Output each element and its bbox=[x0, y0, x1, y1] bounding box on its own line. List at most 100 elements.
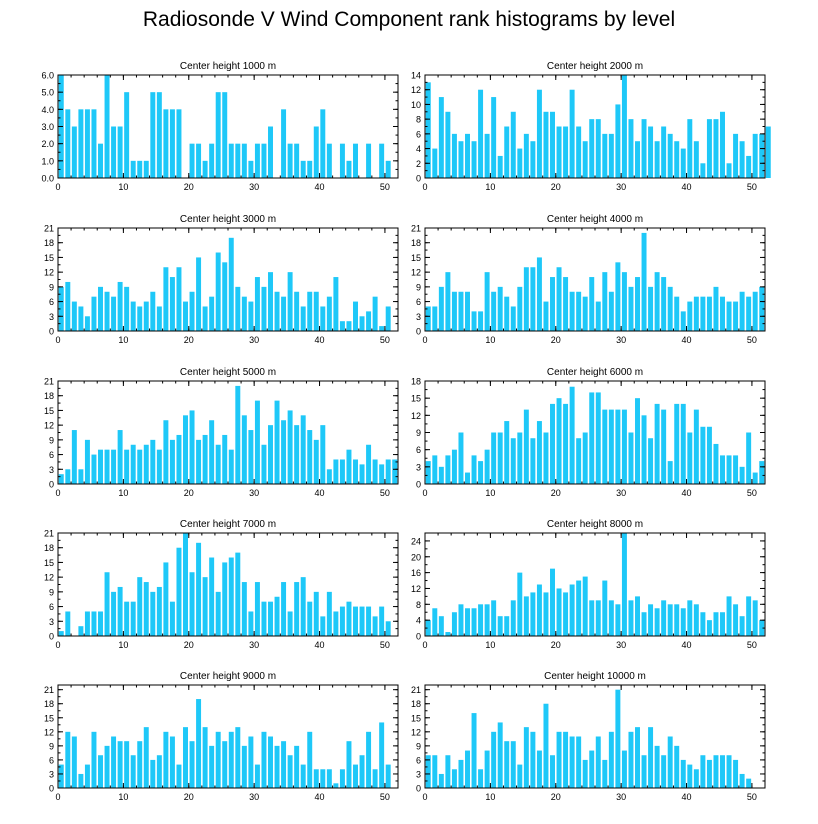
histogram-bar bbox=[602, 272, 608, 331]
histogram-bar bbox=[576, 126, 582, 178]
x-tick-label: 20 bbox=[551, 488, 561, 498]
x-tick-label: 10 bbox=[118, 792, 128, 802]
histogram-bar bbox=[563, 731, 569, 788]
histogram-bar bbox=[274, 745, 280, 788]
histogram-bar bbox=[84, 316, 90, 331]
histogram-bar bbox=[641, 612, 647, 636]
histogram-bar bbox=[713, 755, 719, 788]
histogram-bar bbox=[595, 119, 601, 178]
histogram-bar bbox=[556, 126, 562, 178]
histogram-bar bbox=[183, 301, 188, 331]
histogram-bar bbox=[608, 731, 614, 788]
x-tick-label: 40 bbox=[315, 640, 325, 650]
histogram-bar bbox=[104, 572, 110, 636]
histogram-bar bbox=[543, 703, 549, 788]
histogram-bar bbox=[156, 92, 162, 178]
histogram-bar bbox=[478, 461, 484, 484]
y-tick-label: 9 bbox=[416, 741, 421, 751]
x-tick-label: 50 bbox=[747, 792, 757, 802]
histogram-bar bbox=[615, 604, 621, 636]
histogram-bar bbox=[313, 591, 319, 636]
histogram-bar bbox=[78, 626, 84, 636]
histogram-bar bbox=[484, 272, 490, 331]
x-tick-label: 30 bbox=[249, 182, 259, 192]
histogram-bar bbox=[720, 111, 725, 178]
histogram-panel: Center height 8000 m 0 4 8 12 16 20 24 0 10 20 30 40… bbox=[411, 519, 766, 650]
histogram-bar bbox=[550, 277, 555, 331]
histogram-bar bbox=[261, 444, 267, 484]
histogram-bar bbox=[595, 736, 601, 788]
histogram-bar bbox=[300, 577, 306, 636]
histogram-bar bbox=[674, 296, 680, 331]
histogram-bar bbox=[550, 403, 555, 484]
y-tick-label: 8 bbox=[416, 600, 421, 610]
histogram-bar bbox=[667, 286, 673, 331]
y-tick-label: 6 bbox=[416, 129, 421, 139]
histogram-bar bbox=[648, 727, 654, 788]
histogram-bar bbox=[752, 133, 758, 178]
histogram-bar bbox=[569, 584, 575, 636]
histogram-bar bbox=[117, 430, 123, 484]
histogram-bar bbox=[563, 277, 569, 331]
histogram-bar bbox=[189, 410, 195, 484]
histogram-bar bbox=[143, 444, 149, 484]
histogram-bar bbox=[137, 449, 143, 484]
histogram-bar bbox=[326, 591, 332, 636]
histogram-bar bbox=[202, 577, 208, 636]
histogram-bar bbox=[438, 773, 444, 788]
histogram-bar bbox=[576, 291, 582, 331]
histogram-bar bbox=[137, 741, 143, 788]
x-tick-label: 30 bbox=[249, 488, 259, 498]
y-tick-label: 18 bbox=[44, 543, 54, 553]
histogram-bar bbox=[241, 296, 247, 331]
histogram-bar bbox=[628, 600, 634, 636]
x-tick-label: 40 bbox=[315, 335, 325, 345]
histogram-bar bbox=[248, 301, 254, 331]
histogram-bar bbox=[739, 466, 745, 484]
histogram-bar bbox=[641, 232, 647, 331]
histogram-bar bbox=[254, 143, 260, 178]
histogram-bar bbox=[307, 430, 313, 484]
y-tick-label: 18 bbox=[44, 699, 54, 709]
histogram-bar bbox=[661, 600, 667, 636]
x-tick-label: 20 bbox=[551, 640, 561, 650]
y-tick-label: 18 bbox=[411, 377, 421, 387]
histogram-bar bbox=[333, 783, 339, 788]
histogram-bar bbox=[706, 620, 712, 636]
y-tick-label: 9 bbox=[49, 282, 54, 292]
y-tick-label: 21 bbox=[411, 685, 421, 695]
histogram-bar bbox=[595, 301, 601, 331]
histogram-bar bbox=[478, 89, 484, 178]
histogram-bar bbox=[307, 291, 313, 331]
histogram-bar bbox=[326, 296, 332, 331]
histogram-bar bbox=[504, 421, 510, 484]
histogram-bar bbox=[510, 306, 516, 331]
histogram-bar bbox=[576, 736, 582, 788]
histogram-bar bbox=[556, 267, 562, 331]
histogram-bar bbox=[504, 296, 510, 331]
y-tick-label: 10 bbox=[411, 100, 421, 110]
histogram-bar bbox=[510, 111, 516, 178]
y-tick-label: 12 bbox=[411, 727, 421, 737]
histogram-bar bbox=[372, 296, 378, 331]
histogram-bar bbox=[254, 400, 260, 484]
histogram-bar bbox=[143, 582, 149, 636]
histogram-bar bbox=[150, 291, 156, 331]
histogram-bar bbox=[176, 109, 182, 178]
histogram-bar bbox=[582, 432, 588, 484]
histogram-bar bbox=[366, 606, 372, 636]
histogram-bar bbox=[582, 759, 588, 788]
histogram-bar bbox=[667, 736, 673, 788]
histogram-bar bbox=[654, 141, 660, 178]
y-tick-label: 15 bbox=[44, 253, 54, 263]
histogram-panel: Center height 9000 m 0 3 6 9 12 15 18 21 0 10 20 30 4… bbox=[44, 671, 399, 802]
histogram-bar bbox=[602, 580, 608, 636]
histogram-bar bbox=[215, 252, 221, 331]
histogram-bar bbox=[438, 616, 444, 636]
y-tick-label: 24 bbox=[411, 536, 421, 546]
histogram-bar bbox=[517, 148, 523, 178]
histogram-bar bbox=[680, 403, 686, 484]
x-tick-label: 0 bbox=[422, 335, 427, 345]
histogram-bar bbox=[635, 727, 640, 788]
histogram-bar bbox=[84, 611, 90, 636]
